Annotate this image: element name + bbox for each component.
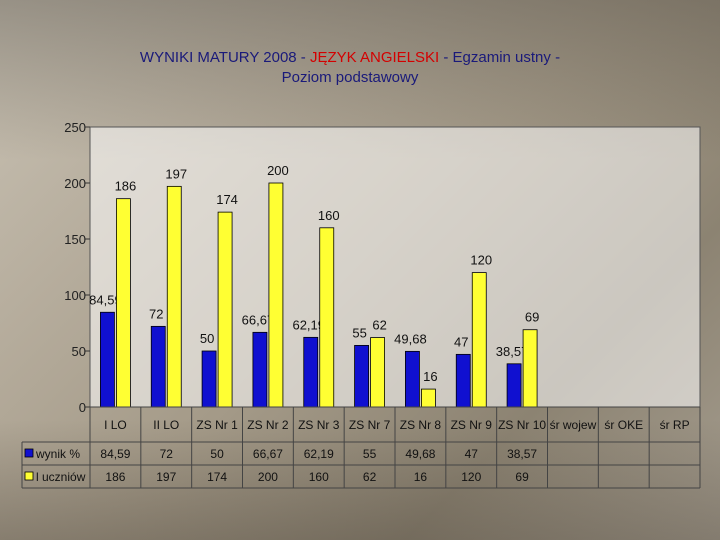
data-label-uczniow: 160 (318, 208, 340, 223)
legend-label-wynik: wynik % (35, 447, 80, 461)
category-label: ZS Nr 7 (349, 418, 391, 432)
bar-uczniow (522, 329, 538, 408)
table-cell: 69 (515, 470, 529, 484)
data-label-wynik: 50 (200, 331, 214, 346)
plot-area (89, 126, 701, 408)
y-tick-label: 150 (64, 232, 86, 247)
y-tick-label: 50 (72, 344, 86, 359)
legend-key-uczniow (24, 471, 34, 481)
table-cell: 55 (363, 447, 377, 461)
bar-uczniow (217, 211, 233, 408)
bar-wynik (150, 325, 166, 408)
bar-wynik (303, 336, 319, 408)
table-cell: 186 (105, 470, 125, 484)
data-label-wynik: 72 (149, 306, 163, 321)
data-label-uczniow: 69 (525, 310, 539, 325)
bar-uczniow (116, 198, 131, 408)
bar-uczniow (319, 227, 335, 408)
bar-wynik (506, 363, 522, 408)
data-label-uczniow: 186 (115, 179, 137, 194)
table-cell: 38,57 (507, 447, 537, 461)
bar-uczniow (471, 272, 487, 408)
legend-label-uczniow: l uczniów (36, 470, 86, 484)
table-cell: 120 (461, 470, 481, 484)
table-cell: 16 (414, 470, 428, 484)
bar-wynik (455, 353, 471, 408)
table-cell: 50 (210, 447, 224, 461)
data-label-wynik: 55 (352, 325, 366, 340)
table-cell: 62 (363, 470, 377, 484)
data-label-wynik: 49,68 (394, 331, 427, 346)
data-label-wynik: 47 (454, 334, 468, 349)
table-cell: 197 (156, 470, 176, 484)
category-label: śr wojew (550, 418, 597, 432)
bar-uczniow (166, 185, 182, 408)
category-label: ZS Nr 1 (196, 418, 238, 432)
data-label-wynik: 84,59 (89, 292, 122, 307)
title-highlight: JĘZYK ANGIELSKI (309, 49, 440, 66)
y-tick-label: 200 (64, 176, 86, 191)
y-tick-label: 0 (79, 400, 86, 415)
category-label: II LO (153, 418, 179, 432)
data-label-uczniow: 197 (165, 166, 187, 181)
category-label: ZS Nr 2 (247, 418, 289, 432)
data-label-uczniow: 120 (470, 253, 492, 268)
category-label: I LO (104, 418, 127, 432)
data-label-wynik: 66,67 (242, 312, 275, 327)
data-label-uczniow: 62 (372, 318, 386, 333)
title-line2: Poziom podstawowy (281, 69, 419, 86)
data-label-uczniow: 174 (216, 192, 238, 207)
table-cell: 174 (207, 470, 227, 484)
bar-uczniow (268, 182, 284, 408)
bar-wynik (252, 331, 268, 408)
table-cell: 200 (258, 470, 278, 484)
table-cell: 160 (309, 470, 329, 484)
table-cell: 66,67 (253, 447, 283, 461)
title-suffix: - Egzamin ustny - (439, 49, 561, 66)
bar-wynik (100, 311, 115, 408)
data-label-wynik: 38,57 (496, 344, 529, 359)
y-tick-label: 100 (64, 288, 86, 303)
bar-wynik (405, 350, 420, 408)
table-cell: 62,19 (304, 447, 334, 461)
category-label: ZS Nr 8 (400, 418, 442, 432)
table-cell: 84,59 (100, 447, 130, 461)
data-label-uczniow: 200 (267, 163, 289, 178)
legend-key-wynik (24, 448, 34, 458)
table-cell: 47 (465, 447, 479, 461)
bar-wynik (354, 344, 369, 408)
data-label-uczniow: 16 (423, 369, 437, 384)
bar-uczniow (421, 388, 436, 408)
category-label: ZS Nr 9 (451, 418, 493, 432)
bar-uczniow (370, 337, 385, 408)
table-cell: 49,68 (405, 447, 435, 461)
category-label: ZS Nr 3 (298, 418, 340, 432)
category-label: śr RP (660, 418, 690, 432)
category-label: ZS Nr 10 (498, 418, 546, 432)
category-label: śr OKE (604, 418, 643, 432)
table-cell: 72 (160, 447, 174, 461)
chart-title: WYNIKI MATURY 2008 - JĘZYK ANGIELSKI - E… (90, 48, 610, 88)
background-shade-bottom (0, 420, 720, 540)
bar-wynik (201, 350, 217, 408)
y-tick-label: 250 (64, 120, 86, 135)
title-prefix: WYNIKI MATURY 2008 - (139, 49, 310, 66)
data-label-wynik: 62,19 (292, 317, 325, 332)
